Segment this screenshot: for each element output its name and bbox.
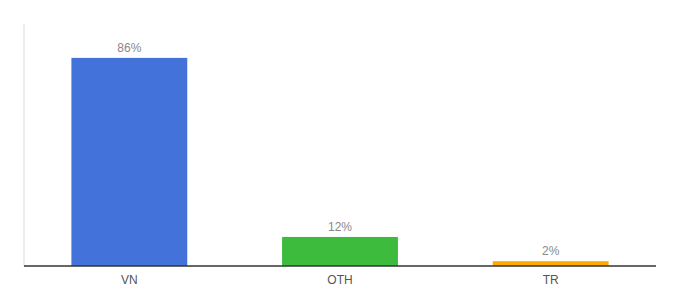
x-axis: VN OTH TR (24, 266, 656, 287)
x-axis-line (24, 265, 656, 267)
data-labels: 86% 12% 2% (117, 41, 559, 258)
chart-svg: VN OTH TR 86% 12% 2% (0, 0, 680, 300)
bar (282, 237, 398, 266)
x-tick-label: OTH (327, 273, 352, 287)
x-tick-label: TR (543, 273, 559, 287)
data-label: 12% (328, 220, 352, 234)
bars (71, 58, 608, 266)
y-axis (24, 24, 25, 266)
data-label: 2% (542, 244, 560, 258)
x-tick-label: VN (121, 273, 138, 287)
y-axis-line (24, 24, 25, 266)
data-label: 86% (117, 41, 141, 55)
bar (71, 58, 187, 266)
chart-container: VN OTH TR 86% 12% 2% (0, 0, 680, 300)
